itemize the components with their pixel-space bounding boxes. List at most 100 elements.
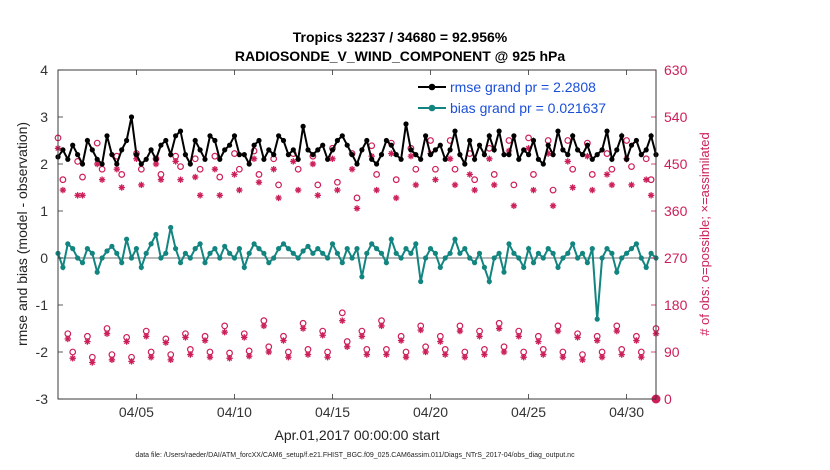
rmse-point <box>276 133 282 139</box>
obs-assimilated-marker <box>113 166 121 173</box>
asterisk-stroke <box>486 156 493 162</box>
obs-assimilated-marker <box>491 181 498 189</box>
bias-point <box>359 274 365 280</box>
obs-assimilated-marker <box>500 348 508 356</box>
rmse-point <box>310 152 316 158</box>
bias-point <box>280 241 287 247</box>
rmse-point <box>550 152 556 158</box>
chart-title: Tropics 32237 / 34680 = 92.956% <box>293 29 508 45</box>
bias-point <box>619 255 625 261</box>
bias-point <box>344 246 350 252</box>
obs-possible-marker <box>118 171 126 178</box>
rmse-point <box>295 156 301 162</box>
rmse-point <box>555 128 561 134</box>
bias-point <box>570 241 576 247</box>
obs-assimilated-marker <box>456 327 464 335</box>
asterisk-stroke <box>555 328 561 334</box>
asterisk-stroke <box>339 317 345 324</box>
obs-assimilated-marker <box>201 337 209 344</box>
bias-point <box>70 246 76 252</box>
bias-point <box>94 269 100 275</box>
asterisk-stroke <box>584 153 591 159</box>
asterisk-stroke <box>270 166 277 172</box>
bias-point <box>374 246 380 252</box>
bias-point <box>266 260 272 266</box>
asterisk-stroke <box>618 351 625 358</box>
obs-assimilated-marker <box>98 176 106 183</box>
rmse-point <box>168 152 174 158</box>
bias-point <box>432 250 438 256</box>
x-tick-label: 04/15 <box>315 404 350 420</box>
legend: rmse grand pr = 2.2808 bias grand pr = 0… <box>413 76 649 120</box>
obs-assimilated-marker <box>216 192 223 199</box>
asterisk-stroke <box>187 351 194 358</box>
asterisk-stroke <box>84 338 91 345</box>
axis-ticks-layer: -3 -2 -1 0 1 2 3 4 0 90 180 270 360 450 540 630 04/05 04/… <box>36 62 688 420</box>
obs-possible-marker <box>603 150 611 157</box>
obs-possible-marker <box>211 152 219 160</box>
asterisk-stroke <box>290 158 296 165</box>
asterisk-stroke <box>275 195 282 201</box>
bias-point <box>246 250 252 256</box>
obs-assimilated-marker <box>417 326 424 334</box>
rmse-point <box>104 133 110 139</box>
asterisk-stroke <box>452 182 458 188</box>
y-axis-label: rmse and bias (model - observation) <box>14 122 30 346</box>
obs-assimilated-marker <box>147 354 155 361</box>
bias-point <box>173 246 179 252</box>
obs-possible-marker <box>216 173 224 181</box>
bias-point <box>584 260 591 266</box>
asterisk-stroke <box>638 354 644 360</box>
x-tick-label: 04/20 <box>413 404 448 420</box>
y-tick-label: -2 <box>36 344 49 360</box>
obs-possible-marker <box>59 176 67 184</box>
bias-point <box>320 250 326 256</box>
rmse-point <box>447 147 453 153</box>
asterisk-stroke <box>643 176 649 183</box>
rmse-point <box>609 156 615 162</box>
asterisk-stroke <box>300 325 306 332</box>
asterisk-stroke <box>344 344 350 350</box>
rmse-point <box>114 161 120 167</box>
obs-assimilated-marker <box>123 338 130 345</box>
rmse-point <box>148 147 154 153</box>
obs-assimilated-marker <box>549 202 557 209</box>
bias-point <box>153 231 159 238</box>
x-tick-label: 04/10 <box>217 404 252 420</box>
bias-point <box>393 250 399 256</box>
legend-box <box>413 76 649 120</box>
bias-point <box>222 243 228 249</box>
bias-point <box>60 264 66 270</box>
rmse-point <box>501 152 507 158</box>
asterisk-stroke <box>212 166 218 172</box>
obs-assimilated-marker <box>535 338 542 345</box>
asterisk-stroke <box>114 166 120 172</box>
asterisk-stroke <box>236 187 243 193</box>
obs-assimilated-marker <box>481 351 488 358</box>
bias-point <box>383 260 389 266</box>
bias-point <box>300 248 306 254</box>
rmse-point <box>633 137 640 144</box>
obs-assimilated-marker <box>118 184 125 191</box>
obs-assimilated-marker <box>393 194 400 202</box>
obs-assimilated-marker <box>241 334 248 341</box>
y2-tick-label: 90 <box>664 344 680 360</box>
line-series-layer <box>55 114 659 322</box>
rmse-point <box>604 128 610 134</box>
obs-assimilated-marker <box>245 352 253 360</box>
asterisk-stroke <box>266 349 272 355</box>
obs-assimilated-marker <box>613 327 620 335</box>
asterisk-stroke <box>138 182 145 188</box>
asterisk-stroke <box>418 327 424 333</box>
bias-point <box>329 241 336 247</box>
asterisk-stroke <box>609 182 615 188</box>
obs-possible-marker <box>79 173 86 181</box>
obs-assimilated-marker <box>290 158 297 165</box>
bias-point <box>628 246 635 252</box>
asterisk-stroke <box>393 195 399 201</box>
asterisk-stroke <box>408 153 414 159</box>
rmse-point <box>320 142 326 148</box>
bias-point <box>261 250 267 256</box>
rmse-point <box>599 147 605 153</box>
bias-point <box>119 260 125 266</box>
